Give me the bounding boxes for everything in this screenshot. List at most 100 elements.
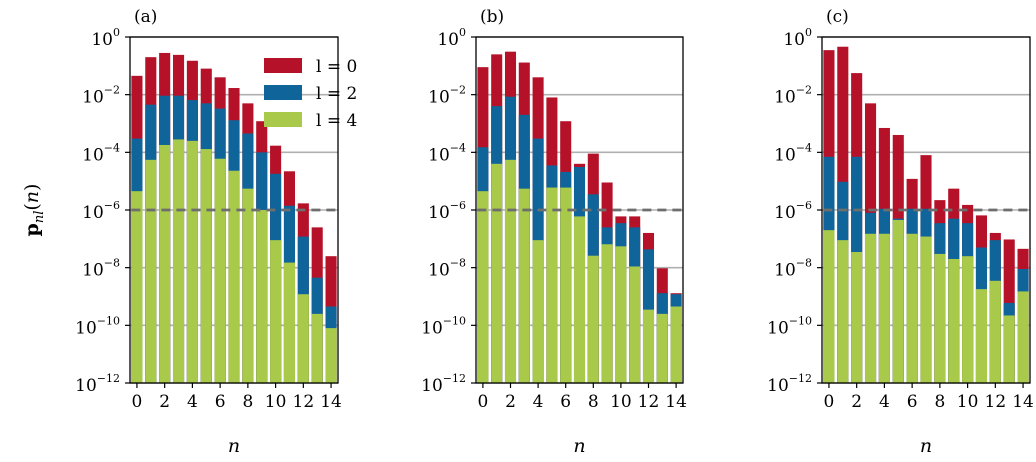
- x-tick-label: 14: [320, 392, 342, 412]
- x-tick-label: 14: [1012, 392, 1034, 412]
- legend-label-l4: l = 4: [316, 111, 357, 131]
- bar-l4-n6: [906, 233, 918, 383]
- x-tick-label: 2: [505, 392, 516, 412]
- bar-l4-n12: [989, 280, 1001, 383]
- bar-l4-n14: [325, 328, 337, 383]
- x-tick-label: 4: [533, 392, 544, 412]
- x-tick-label: 6: [907, 392, 918, 412]
- y-tick-label: 10−8: [428, 257, 466, 281]
- panel-c: 100 10−2 10−4 10−6 10−8 10−10 10−12 0 2 4 6 8 10 12 14…: [767, 7, 1034, 457]
- x-axis-label: n: [573, 435, 585, 457]
- x-tick-label: 12: [638, 392, 660, 412]
- x-tick-label: 4: [187, 392, 198, 412]
- legend: l = 0 l = 2 l = 4: [264, 57, 357, 131]
- bar-l4-n4: [878, 233, 890, 383]
- bar-l4-n2: [504, 159, 517, 383]
- bar-l4-n1: [145, 159, 157, 383]
- y-tick-label: 10−10: [75, 314, 120, 338]
- y-tick-label: 100: [783, 26, 812, 50]
- bar-l4-n8: [934, 253, 946, 383]
- bar-l4-n11: [629, 266, 641, 383]
- x-tick-label: 10: [957, 392, 979, 412]
- y-tick-label: 10−12: [421, 372, 466, 396]
- x-tick-label: 6: [215, 392, 226, 412]
- bar-l4-n9: [256, 210, 268, 383]
- x-tick-label: 0: [824, 392, 835, 412]
- bar-l4-n13: [1003, 315, 1015, 383]
- x-tick-label: 6: [560, 392, 571, 412]
- panel-label: (c): [826, 7, 849, 27]
- bar-l4-n1: [491, 163, 503, 383]
- bar-l4-n6: [214, 158, 226, 383]
- x-tick-label: 0: [477, 392, 488, 412]
- legend-label-l2: l = 2: [316, 84, 357, 104]
- bar-l4-n10: [615, 246, 627, 383]
- y-axis-label: pnl(n): [21, 184, 47, 237]
- x-tick-label: 2: [851, 392, 862, 412]
- bar-l4-n6: [560, 187, 572, 383]
- bar-l4-n9: [601, 244, 613, 383]
- bar-l4-n5: [892, 219, 904, 383]
- bar-l4-n12: [642, 309, 655, 383]
- x-tick-label: 2: [159, 392, 170, 412]
- bar-l4-n11: [975, 289, 988, 383]
- x-tick-label: 0: [132, 392, 143, 412]
- bar-l4-n5: [546, 187, 558, 383]
- x-tick-label: 8: [588, 392, 599, 412]
- bar-l4-n0: [477, 191, 489, 383]
- x-tick-label: 8: [934, 392, 945, 412]
- x-axis-label: n: [920, 435, 932, 457]
- legend-swatch-l0: [264, 58, 302, 73]
- y-tick-label: 10−10: [767, 314, 812, 338]
- bar-l4-n7: [920, 236, 932, 383]
- y-tick-label: 10−4: [82, 141, 120, 165]
- y-tick-label: 100: [91, 26, 120, 50]
- x-tick-label: 10: [265, 392, 287, 412]
- bar-l4-n10: [962, 256, 974, 383]
- y-tick-label: 10−8: [82, 257, 120, 281]
- y-tick-label: 10−2: [428, 84, 466, 108]
- bar-l4-n11: [283, 262, 296, 383]
- bar-l4-n4: [532, 240, 544, 383]
- bar-l4-n8: [587, 255, 599, 383]
- y-tick-label: 10−6: [82, 199, 120, 223]
- y-tick-label: 10−8: [774, 257, 812, 281]
- legend-swatch-l2: [264, 85, 302, 100]
- bar-l4-n3: [172, 139, 185, 383]
- panel-label: (a): [134, 7, 157, 27]
- x-tick-label: 4: [879, 392, 890, 412]
- y-tick-label: 10−6: [428, 199, 466, 223]
- bar-l4-n3: [864, 233, 877, 383]
- y-tick-label: 10−10: [421, 314, 466, 338]
- bar-l4-n10: [270, 240, 282, 383]
- bar-l4-n14: [670, 306, 682, 383]
- y-tick-label: 10−4: [428, 141, 466, 165]
- bar-l4-n2: [851, 251, 863, 383]
- bar-l4-n7: [228, 170, 240, 383]
- bar-l4-n14: [1017, 291, 1029, 383]
- panel-b: 100 10−2 10−4 10−6 10−8 10−10 10−12 0 2 4 6 8 10 12 14…: [421, 7, 687, 457]
- bar-l4-n4: [186, 140, 198, 383]
- x-tick-label: 14: [665, 392, 687, 412]
- y-tick-label: 100: [437, 26, 466, 50]
- x-tick-label: 8: [242, 392, 253, 412]
- bar-l4-n0: [131, 191, 143, 383]
- legend-swatch-l4: [264, 112, 302, 127]
- bar-l4-n3: [518, 188, 530, 383]
- x-tick-label: 12: [985, 392, 1007, 412]
- bar-l4-n12: [297, 294, 309, 383]
- x-tick-label: 10: [610, 392, 632, 412]
- legend-label-l0: l = 0: [316, 57, 357, 77]
- y-tick-label: 10−4: [774, 141, 812, 165]
- bar-l4-n5: [200, 149, 212, 383]
- bar-l4-n13: [656, 313, 668, 383]
- y-tick-label: 10−2: [82, 84, 120, 108]
- bar-l4-n8: [242, 188, 254, 383]
- y-tick-label: 10−6: [774, 199, 812, 223]
- bar-l4-n0: [823, 230, 835, 383]
- bar-l4-n7: [573, 216, 586, 383]
- y-tick-label: 10−12: [75, 372, 120, 396]
- bar-l4-n1: [837, 240, 849, 383]
- y-tick-label: 10−2: [774, 84, 812, 108]
